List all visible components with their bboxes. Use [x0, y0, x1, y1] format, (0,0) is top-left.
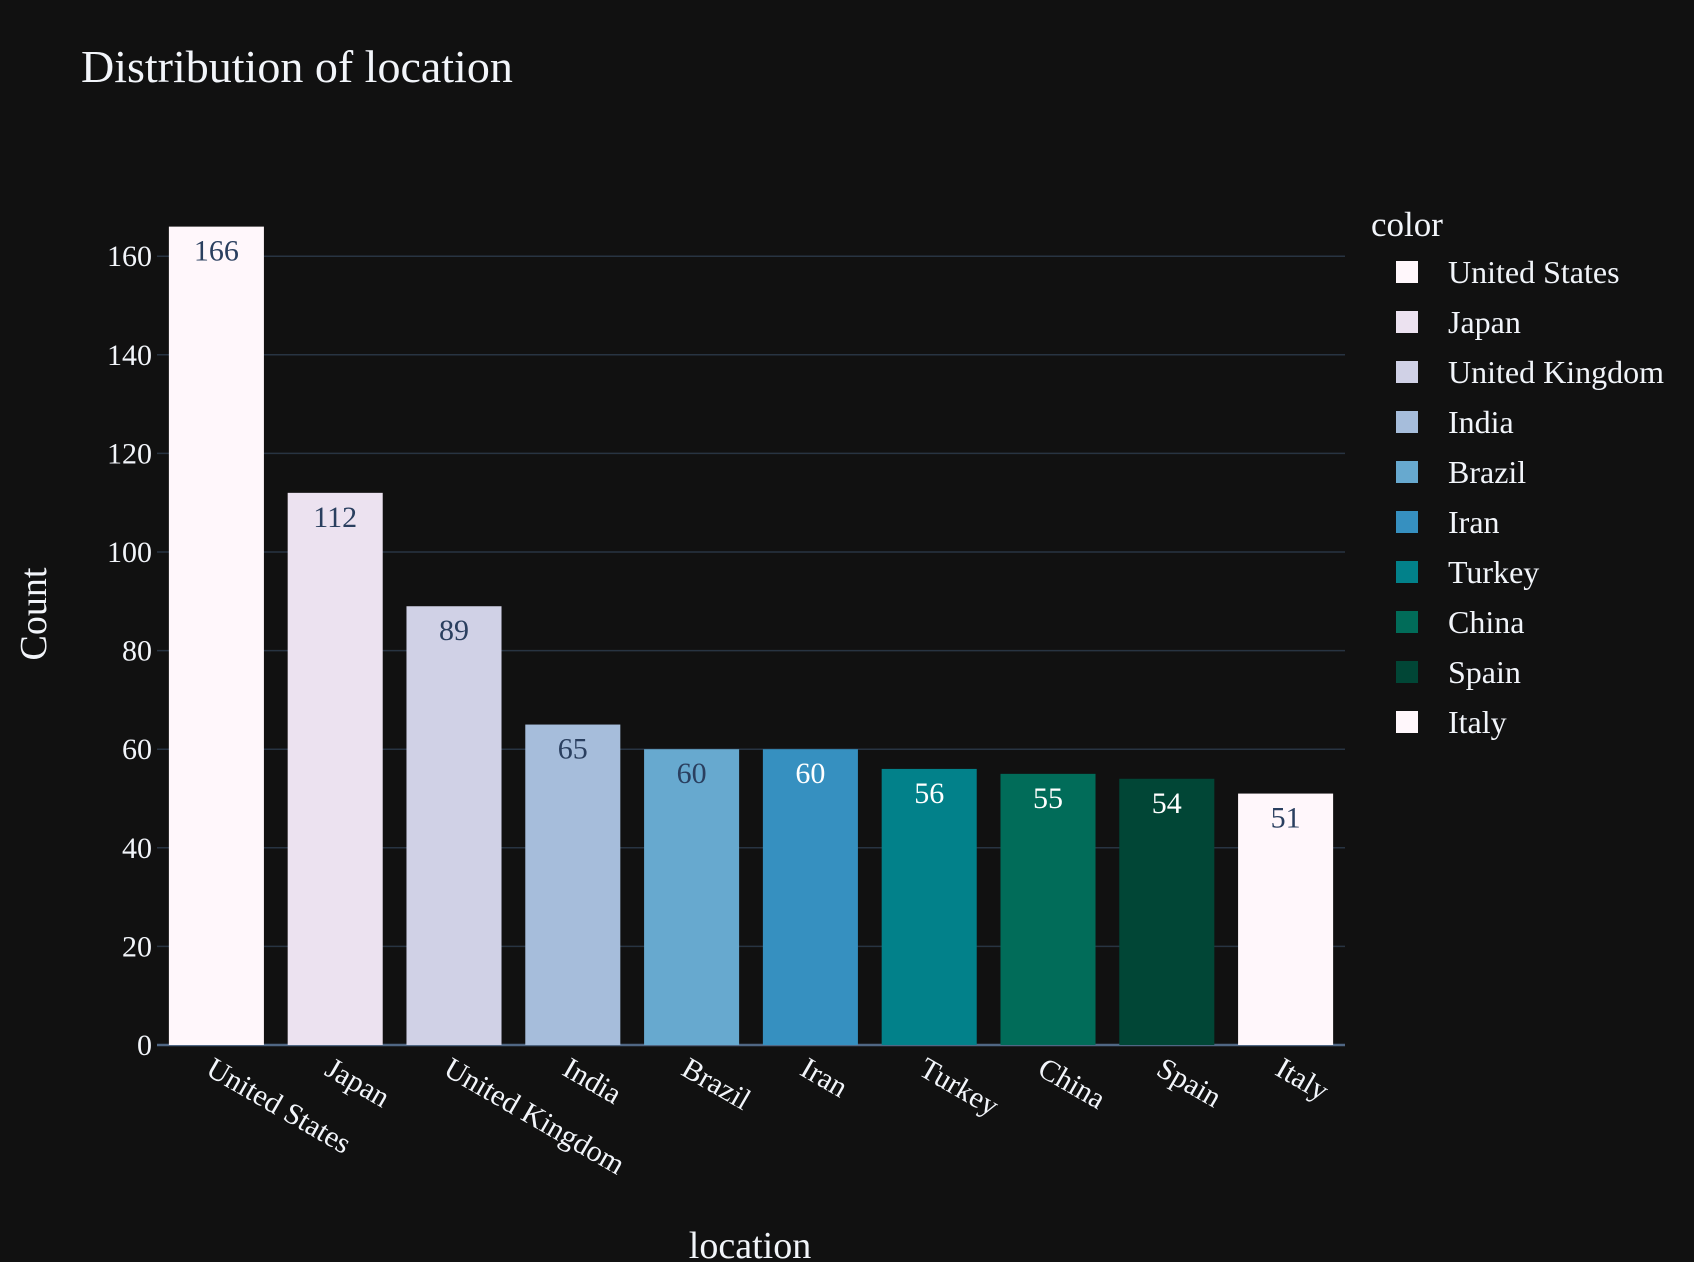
legend-swatch: [1396, 361, 1418, 383]
legend-swatch: [1396, 461, 1418, 483]
data-label: 60: [795, 757, 825, 790]
legend-item[interactable]: Turkey: [1396, 554, 1539, 590]
bar[interactable]: [406, 606, 502, 1045]
bar[interactable]: [287, 492, 383, 1046]
y-tick-label: 80: [122, 635, 152, 668]
bar[interactable]: [762, 749, 858, 1045]
legend-label: India: [1448, 404, 1514, 440]
legend-label: Italy: [1448, 704, 1507, 740]
bar[interactable]: [881, 768, 977, 1045]
legend-swatch: [1396, 561, 1418, 583]
y-tick-label: 160: [107, 240, 152, 273]
legend-item[interactable]: United Kingdom: [1396, 354, 1664, 390]
legend-label: Brazil: [1448, 454, 1526, 490]
legend-title: color: [1371, 205, 1443, 244]
legend-swatch: [1396, 661, 1418, 683]
legend-swatch: [1396, 411, 1418, 433]
data-label: 112: [313, 501, 357, 534]
data-label: 54: [1152, 787, 1182, 820]
data-label: 56: [914, 777, 944, 810]
data-label: 60: [677, 757, 707, 790]
legend-item[interactable]: Japan: [1396, 304, 1521, 340]
bar[interactable]: [1119, 778, 1215, 1045]
legend-item[interactable]: Italy: [1396, 704, 1507, 740]
legend-swatch: [1396, 311, 1418, 333]
legend-label: Iran: [1448, 504, 1500, 540]
legend-item[interactable]: China: [1396, 604, 1524, 640]
y-tick-label: 0: [137, 1029, 152, 1062]
legend-items: United States Japan United Kingdom India Bra…: [1396, 254, 1664, 740]
legend-item[interactable]: Spain: [1396, 654, 1521, 690]
y-tick-label: 20: [122, 930, 152, 963]
legend-item[interactable]: India: [1396, 404, 1514, 440]
data-label: 65: [558, 733, 588, 766]
bar[interactable]: [525, 724, 621, 1045]
legend-label: Japan: [1448, 304, 1521, 340]
legend-swatch: [1396, 511, 1418, 533]
legend-swatch: [1396, 711, 1418, 733]
legend-label: United Kingdom: [1448, 354, 1664, 390]
legend-item[interactable]: United States: [1396, 254, 1620, 290]
bar[interactable]: [1000, 773, 1096, 1045]
bar[interactable]: [644, 749, 740, 1045]
data-label: 89: [439, 614, 469, 647]
bar[interactable]: [168, 226, 264, 1045]
y-tick-label: 100: [107, 536, 152, 569]
legend-label: Spain: [1448, 654, 1521, 690]
y-tick-label: 140: [107, 339, 152, 372]
legend-item[interactable]: Brazil: [1396, 454, 1526, 490]
legend-label: Turkey: [1448, 554, 1539, 590]
bars: [168, 226, 1334, 1046]
y-tick-label: 60: [122, 733, 152, 766]
data-label: 166: [194, 235, 239, 268]
y-axis-ticks: 0 20 40 60 80 100 120 140 160: [107, 240, 152, 1062]
bar[interactable]: [1238, 793, 1334, 1045]
legend-item[interactable]: Iran: [1396, 504, 1500, 540]
legend: color United States Japan United Kingdom In…: [1371, 205, 1664, 740]
legend-label: China: [1448, 604, 1524, 640]
chart-title: Distribution of location: [81, 41, 513, 92]
y-tick-label: 120: [107, 437, 152, 470]
data-label: 55: [1033, 782, 1063, 815]
legend-swatch: [1396, 611, 1418, 633]
data-label: 51: [1271, 802, 1301, 835]
x-axis-title: location: [689, 1225, 811, 1262]
legend-label: United States: [1448, 254, 1620, 290]
y-tick-label: 40: [122, 832, 152, 865]
data-labels: 166 112 89 65 60 60 56 55 54 51: [194, 235, 1301, 835]
y-axis-title: Count: [13, 567, 55, 660]
legend-swatch: [1396, 261, 1418, 283]
